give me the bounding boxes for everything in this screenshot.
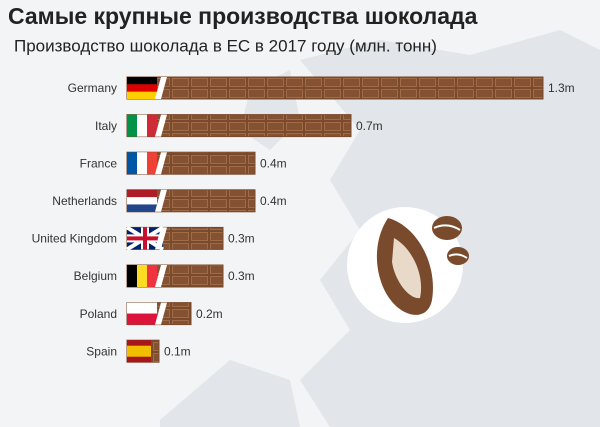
flag — [127, 77, 167, 99]
flag — [127, 152, 167, 175]
category-label: Spain — [86, 344, 117, 358]
category-label: France — [80, 156, 118, 170]
flag-cut — [155, 265, 167, 287]
flag-stripe — [127, 189, 157, 198]
flag-cut — [155, 189, 167, 212]
category-label: Italy — [95, 119, 117, 133]
value-label: 0.3m — [228, 269, 255, 283]
flag-stripe — [127, 77, 157, 85]
flag — [125, 225, 167, 252]
flag — [127, 189, 167, 212]
flag-stripe — [137, 152, 147, 175]
cacao-icon — [347, 207, 469, 323]
value-label: 0.7m — [356, 119, 383, 133]
flag-cut — [155, 302, 167, 325]
category-label: Poland — [80, 307, 117, 321]
category-label: United Kingdom — [32, 232, 117, 246]
value-label: 0.4m — [260, 156, 287, 170]
flag-stripe — [147, 265, 157, 287]
flag-stripe — [127, 91, 157, 99]
value-label: 1.3m — [548, 81, 575, 95]
value-label: 0.2m — [196, 307, 223, 321]
flag — [127, 265, 167, 287]
flag-stripe — [127, 313, 157, 325]
flag-cut — [155, 227, 167, 250]
value-label: 0.3m — [228, 232, 255, 246]
chart-title: Самые крупные производства шоколада — [8, 3, 478, 29]
flag-stripe — [147, 114, 157, 137]
flag-stripe — [137, 265, 147, 287]
flag-stripe — [127, 114, 137, 137]
flag — [127, 114, 167, 137]
flag-stripe — [127, 345, 151, 357]
flag-stripe — [147, 152, 157, 175]
flag-stripe — [127, 84, 157, 92]
value-label: 0.1m — [164, 344, 191, 358]
chart-subtitle: Производство шоколада в ЕС в 2017 году (… — [14, 36, 437, 55]
value-label: 0.4m — [260, 194, 287, 208]
flag-stripe — [127, 302, 157, 314]
category-label: Netherlands — [52, 194, 117, 208]
flag-cut — [155, 114, 167, 137]
category-label: Belgium — [74, 269, 117, 283]
flag-stripe — [127, 197, 157, 205]
category-label: Germany — [68, 81, 117, 95]
flag-stripe — [127, 236, 163, 241]
flag-stripe — [137, 114, 147, 137]
bar — [126, 76, 544, 100]
flag-stripe — [127, 265, 137, 287]
flag — [127, 340, 151, 363]
flag — [127, 302, 167, 325]
flag-cut — [155, 77, 167, 99]
flag-stripe — [127, 152, 137, 175]
flag-stripe — [127, 204, 157, 212]
flag-cut — [155, 152, 167, 175]
